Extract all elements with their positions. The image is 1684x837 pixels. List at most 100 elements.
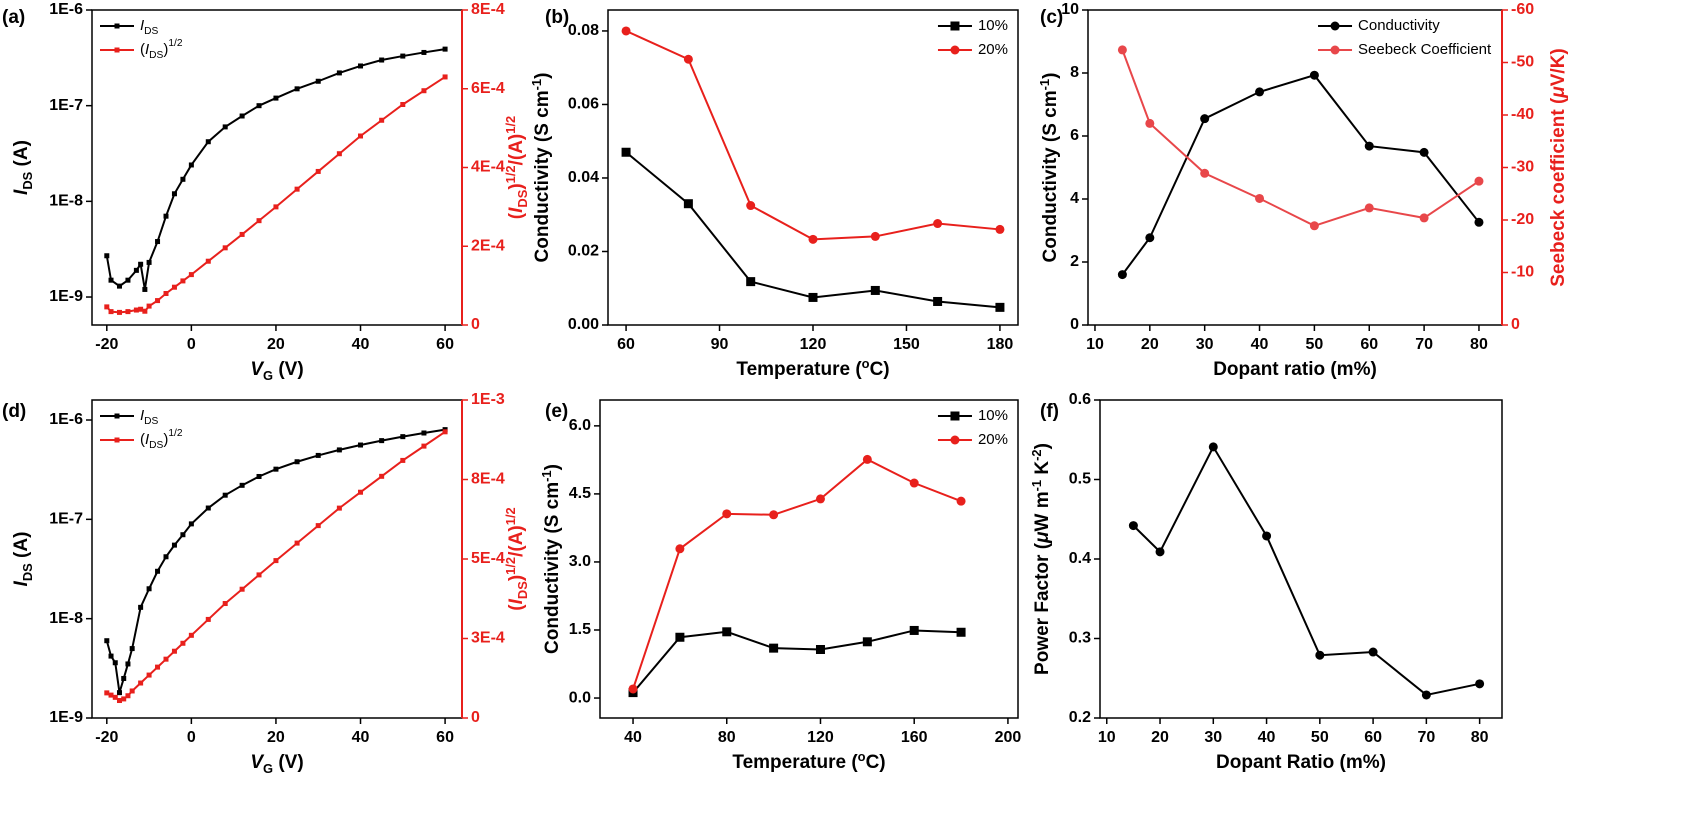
y-tick-label: 0.00: [568, 316, 599, 333]
x-axis-label-part: Temperature (: [732, 752, 858, 773]
marker: [188, 521, 194, 527]
y2-axis-label-part: 1/2: [503, 507, 518, 525]
y2-axis-label-part: I: [506, 598, 527, 604]
legend-label-part: (: [140, 431, 145, 448]
legend-label-part: (: [140, 41, 145, 58]
legend-item: IDS: [100, 17, 159, 37]
marker: [1364, 203, 1374, 213]
x-tick-label: 80: [1470, 336, 1488, 353]
marker: [400, 457, 406, 463]
legend-marker: [1330, 21, 1340, 31]
x-axis-label-part: C): [870, 359, 890, 380]
y-axis-label-part: DS: [20, 171, 35, 189]
marker: [358, 133, 364, 139]
legend-marker: [1330, 45, 1340, 55]
x-tick-label: -20: [95, 729, 118, 746]
marker: [294, 459, 300, 465]
y-axis-label: Power Factor (μW m-1 K-2): [1029, 443, 1053, 675]
x-tick-label: 180: [987, 336, 1014, 353]
x-tick-label: 160: [901, 729, 928, 746]
marker: [104, 638, 110, 644]
legend-label-part: 1/2: [168, 428, 182, 439]
y2-tick-label: 0: [1511, 316, 1520, 333]
y-tick-label: 3.0: [569, 553, 591, 570]
legend-label-part: DS: [144, 416, 158, 427]
marker: [909, 625, 919, 635]
marker: [1117, 45, 1127, 55]
x-axis-label-part: G: [263, 368, 273, 383]
marker: [138, 604, 144, 610]
marker: [722, 509, 732, 519]
marker: [108, 692, 114, 698]
panel-label: (a): [2, 7, 25, 28]
marker: [336, 70, 342, 76]
marker: [180, 532, 186, 538]
y2-tick-label: 6E-4: [471, 80, 505, 97]
y2-axis-label-part: /(A): [506, 134, 527, 166]
marker: [1474, 176, 1484, 186]
marker: [129, 646, 135, 652]
marker: [1128, 521, 1138, 531]
legend-item: 10%: [937, 407, 1008, 424]
legend-marker: [950, 21, 960, 31]
legend-label: Conductivity: [1358, 17, 1440, 34]
series-line: [106, 76, 446, 314]
marker: [222, 492, 228, 498]
marker: [1255, 193, 1265, 203]
legend-label: (IDS)1/2: [140, 38, 183, 61]
panel-label: (e): [545, 401, 568, 422]
panel-label: (c): [1040, 7, 1063, 28]
marker: [1475, 679, 1485, 689]
marker: [205, 505, 211, 511]
y2-axis-label-part: 1/2: [503, 116, 518, 134]
y-tick-label: 0.2: [1069, 709, 1091, 726]
marker: [256, 473, 262, 479]
legend-marker: [950, 411, 960, 421]
y2-tick-label: -20: [1511, 211, 1534, 228]
marker: [1255, 87, 1265, 97]
marker: [746, 277, 756, 287]
x-tick-label: 80: [1471, 729, 1489, 746]
y-axis-label-part: -1: [1029, 480, 1044, 491]
y-axis-label: IDS (A): [11, 140, 35, 195]
marker: [125, 661, 131, 667]
x-tick-label: 50: [1311, 729, 1329, 746]
y-axis-label-part: DS: [20, 563, 35, 581]
marker: [400, 434, 406, 440]
marker: [108, 309, 114, 315]
marker: [116, 309, 122, 315]
marker: [995, 302, 1005, 312]
marker: [104, 304, 110, 310]
marker: [222, 245, 228, 251]
y-axis-label-part: Conductivity (S cm: [532, 90, 553, 262]
marker: [104, 690, 110, 696]
y2-tick-label: 1E-3: [471, 391, 505, 408]
x-tick-label: 80: [718, 729, 736, 746]
marker: [142, 308, 148, 314]
x-tick-label: 20: [1141, 336, 1159, 353]
marker: [163, 656, 169, 662]
y-axis-label-part: μ: [1032, 531, 1053, 544]
marker: [138, 261, 144, 267]
marker: [155, 239, 161, 245]
marker: [205, 139, 211, 145]
marker: [239, 482, 245, 488]
y2-axis-label-part: 1/2: [503, 165, 518, 183]
y-tick-label: 6.0: [569, 417, 591, 434]
legend-label-part: I: [145, 41, 149, 58]
x-tick-label: 50: [1305, 336, 1323, 353]
marker: [121, 696, 127, 702]
marker: [129, 688, 135, 694]
marker: [315, 168, 321, 174]
y-tick-label: 1E-9: [49, 709, 83, 726]
series-line: [1121, 49, 1480, 227]
y-tick-label: 0.3: [1069, 630, 1091, 647]
marker: [188, 162, 194, 168]
marker: [683, 199, 693, 209]
marker: [1117, 270, 1127, 280]
y-tick-label: 0.4: [1069, 550, 1091, 567]
legend-label: (IDS)1/2: [140, 428, 183, 451]
y-axis-label-part: -2: [1029, 449, 1044, 460]
legend-label-part: ): [163, 41, 168, 58]
series-line: [625, 30, 1001, 241]
